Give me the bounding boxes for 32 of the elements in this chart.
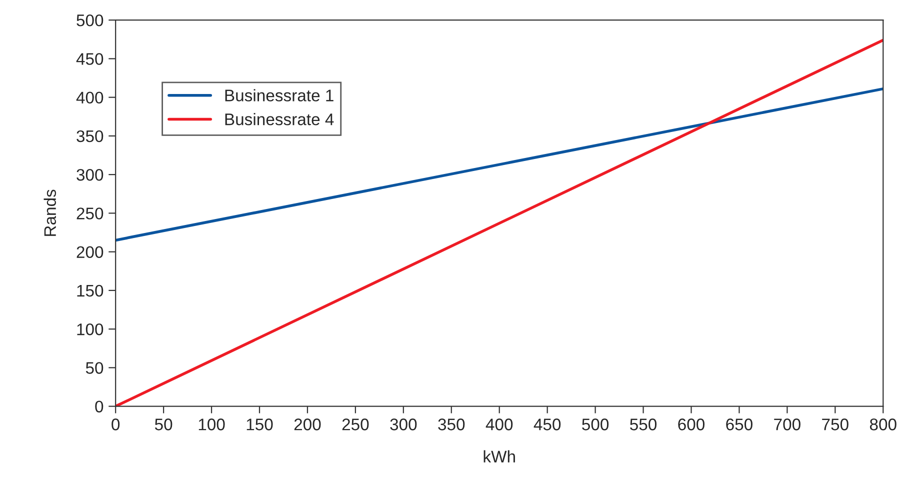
x-tick-label: 550 xyxy=(630,418,657,430)
y-tick-label: 50 xyxy=(86,362,104,374)
x-tick-label: 400 xyxy=(486,418,513,430)
legend-label: Businessrate 1 xyxy=(225,89,334,102)
x-tick-label: 50 xyxy=(154,418,172,430)
x-tick-label: 600 xyxy=(678,418,704,430)
x-tick-label: 250 xyxy=(342,418,369,430)
x-tick-label: 700 xyxy=(774,418,800,430)
x-axis-title: kWh xyxy=(484,450,515,462)
y-tick-label: 250 xyxy=(76,208,104,220)
y-axis-title: Rands xyxy=(44,190,56,236)
x-tick-label: 500 xyxy=(582,418,609,430)
x-tick-label: 750 xyxy=(822,418,848,430)
x-tick-label: 650 xyxy=(726,418,752,430)
x-tick-label: 450 xyxy=(534,418,561,430)
y-tick-label: 400 xyxy=(76,92,104,104)
legend-label: Businessrate 4 xyxy=(225,113,334,126)
y-tick-label: 100 xyxy=(77,323,104,336)
x-tick-label: 800 xyxy=(870,418,896,430)
y-tick-label: 200 xyxy=(76,246,104,258)
x-tick-label: 0 xyxy=(112,418,120,430)
y-tick-label: 300 xyxy=(76,168,104,181)
x-tick-label: 350 xyxy=(438,418,465,430)
y-tick-label: 0 xyxy=(95,400,104,413)
y-tick-label: 150 xyxy=(77,284,104,297)
y-tick-label: 350 xyxy=(76,130,104,142)
x-tick-label: 150 xyxy=(246,418,273,430)
x-tick-label: 200 xyxy=(294,418,321,430)
y-tick-label: 500 xyxy=(76,14,104,26)
y-tick-label: 450 xyxy=(76,53,104,65)
x-tick-label: 100 xyxy=(198,418,225,430)
x-tick-label: 300 xyxy=(390,418,417,430)
